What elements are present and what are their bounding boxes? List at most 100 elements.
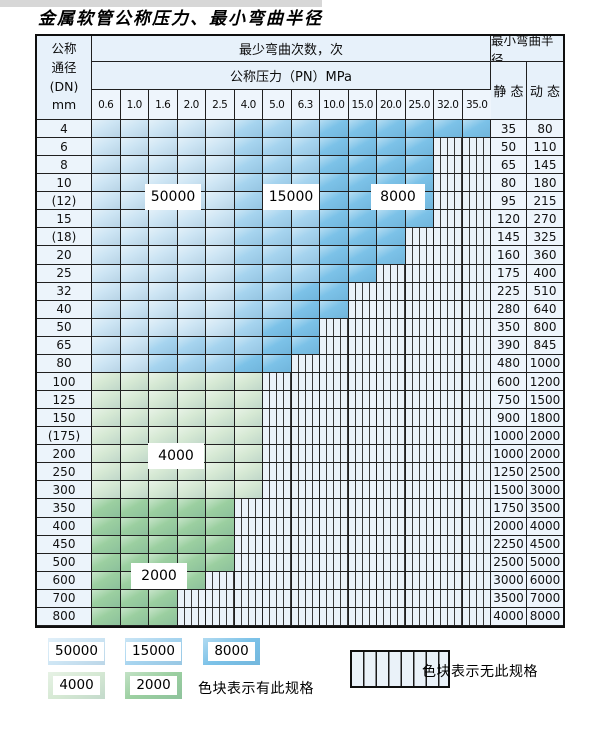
spec-cell-4000 xyxy=(234,409,263,428)
pressure-tick: 4.0 xyxy=(234,90,263,120)
spec-cell-no-spec xyxy=(348,300,377,319)
static-column-header: 静 态 xyxy=(491,62,527,120)
spec-cell-2000 xyxy=(206,499,235,518)
spec-cell-50000 xyxy=(92,138,121,157)
spec-cell-no-spec xyxy=(234,607,263,626)
spec-cell-no-spec xyxy=(405,445,434,464)
spec-cell-50000 xyxy=(92,300,121,319)
dn-cell: 600 xyxy=(37,571,92,590)
spec-cell-4000 xyxy=(234,481,263,500)
spec-cell-8000 xyxy=(263,354,292,373)
spec-cell-15000 xyxy=(206,336,235,355)
spec-cell-4000 xyxy=(206,445,235,464)
spec-cell-no-spec xyxy=(405,553,434,572)
spec-cell-8000 xyxy=(320,156,349,175)
spec-cell-no-spec xyxy=(462,156,491,175)
spec-cell-4000 xyxy=(92,427,121,446)
spec-cell-no-spec xyxy=(405,372,434,392)
dn-cell: 65 xyxy=(37,336,92,355)
spec-cell-no-spec xyxy=(320,336,349,355)
dynamic-radius-cell: 3000 xyxy=(527,481,563,500)
spec-cell-4000 xyxy=(177,409,206,428)
static-radius-cell: 2250 xyxy=(491,535,527,554)
spec-cell-no-spec xyxy=(348,571,377,590)
dn-cell: 32 xyxy=(37,282,92,301)
spec-cell-no-spec xyxy=(263,427,292,446)
spec-cell-50000 xyxy=(92,174,121,193)
spec-cell-no-spec xyxy=(348,535,377,554)
spec-cell-50000 xyxy=(120,246,149,265)
spec-cell-no-spec xyxy=(434,210,463,229)
dn-cell: 700 xyxy=(37,589,92,608)
spec-cell-2000 xyxy=(177,499,206,518)
static-radius-cell: 160 xyxy=(491,246,527,265)
spec-cell-no-spec xyxy=(320,481,349,500)
spec-cell-8000 xyxy=(320,264,349,283)
spec-cell-no-spec xyxy=(348,589,377,608)
spec-cell-no-spec xyxy=(291,589,320,608)
spec-cell-15000 xyxy=(291,138,320,157)
spec-cell-4000 xyxy=(92,445,121,464)
spec-cell-no-spec xyxy=(462,300,491,319)
spec-cell-4000 xyxy=(234,372,263,392)
dn-cell: 450 xyxy=(37,535,92,554)
spec-cell-no-spec xyxy=(234,517,263,536)
static-radius-cell: 2000 xyxy=(491,517,527,536)
dynamic-radius-cell: 4000 xyxy=(527,517,563,536)
legend-swatch-label: 8000 xyxy=(208,642,255,661)
spec-cell-no-spec xyxy=(462,571,491,590)
spec-cell-no-spec xyxy=(377,354,406,373)
scan-artifact-strip xyxy=(0,0,322,7)
spec-cell-2000 xyxy=(149,607,178,626)
dn-cell: 500 xyxy=(37,553,92,572)
spec-cell-2000 xyxy=(120,607,149,626)
spec-cell-no-spec xyxy=(320,607,349,626)
spec-cell-15000 xyxy=(263,228,292,247)
dynamic-radius-cell: 1200 xyxy=(527,372,563,392)
spec-cell-50000 xyxy=(120,318,149,337)
spec-cell-4000 xyxy=(234,445,263,464)
spec-cell-no-spec xyxy=(434,481,463,500)
spec-cell-no-spec xyxy=(434,174,463,193)
static-radius-cell: 350 xyxy=(491,318,527,337)
spec-cell-8000 xyxy=(234,354,263,373)
spec-cell-2000 xyxy=(120,499,149,518)
spec-cell-50000 xyxy=(149,120,178,139)
spec-cell-50000 xyxy=(177,138,206,157)
spec-cell-50000 xyxy=(206,264,235,283)
spec-cell-no-spec xyxy=(320,463,349,482)
dn-cell: 100 xyxy=(37,372,92,392)
spec-cell-no-spec xyxy=(405,264,434,283)
spec-cell-no-spec xyxy=(434,156,463,175)
spec-cell-no-spec xyxy=(462,427,491,446)
spec-cell-no-spec xyxy=(291,445,320,464)
spec-cell-no-spec xyxy=(405,300,434,319)
spec-cell-no-spec xyxy=(462,318,491,337)
spec-cell-no-spec xyxy=(377,481,406,500)
static-radius-cell: 175 xyxy=(491,264,527,283)
spec-cell-no-spec xyxy=(291,354,320,373)
spec-cell-no-spec xyxy=(377,589,406,608)
dn-cell: (18) xyxy=(37,228,92,247)
dn-cell: (175) xyxy=(37,427,92,446)
static-radius-cell: 280 xyxy=(491,300,527,319)
spec-cell-no-spec xyxy=(348,463,377,482)
spec-cell-8000 xyxy=(348,174,377,193)
spec-cell-no-spec xyxy=(462,535,491,554)
spec-cell-50000 xyxy=(120,264,149,283)
pressure-tick: 32.0 xyxy=(434,90,463,120)
spec-cell-50000 xyxy=(92,228,121,247)
spec-cell-no-spec xyxy=(434,427,463,446)
spec-cell-no-spec xyxy=(377,264,406,283)
dn-cell: 125 xyxy=(37,391,92,410)
dynamic-radius-cell: 845 xyxy=(527,336,563,355)
spec-cell-50000 xyxy=(149,300,178,319)
spec-cell-50000 xyxy=(149,210,178,229)
spec-cell-8000 xyxy=(291,282,320,301)
spec-cell-no-spec xyxy=(405,228,434,247)
spec-cell-8000 xyxy=(377,246,406,265)
spec-cell-no-spec xyxy=(434,300,463,319)
spec-cell-no-spec xyxy=(263,553,292,572)
spec-cell-no-spec xyxy=(263,445,292,464)
static-radius-cell: 750 xyxy=(491,391,527,410)
